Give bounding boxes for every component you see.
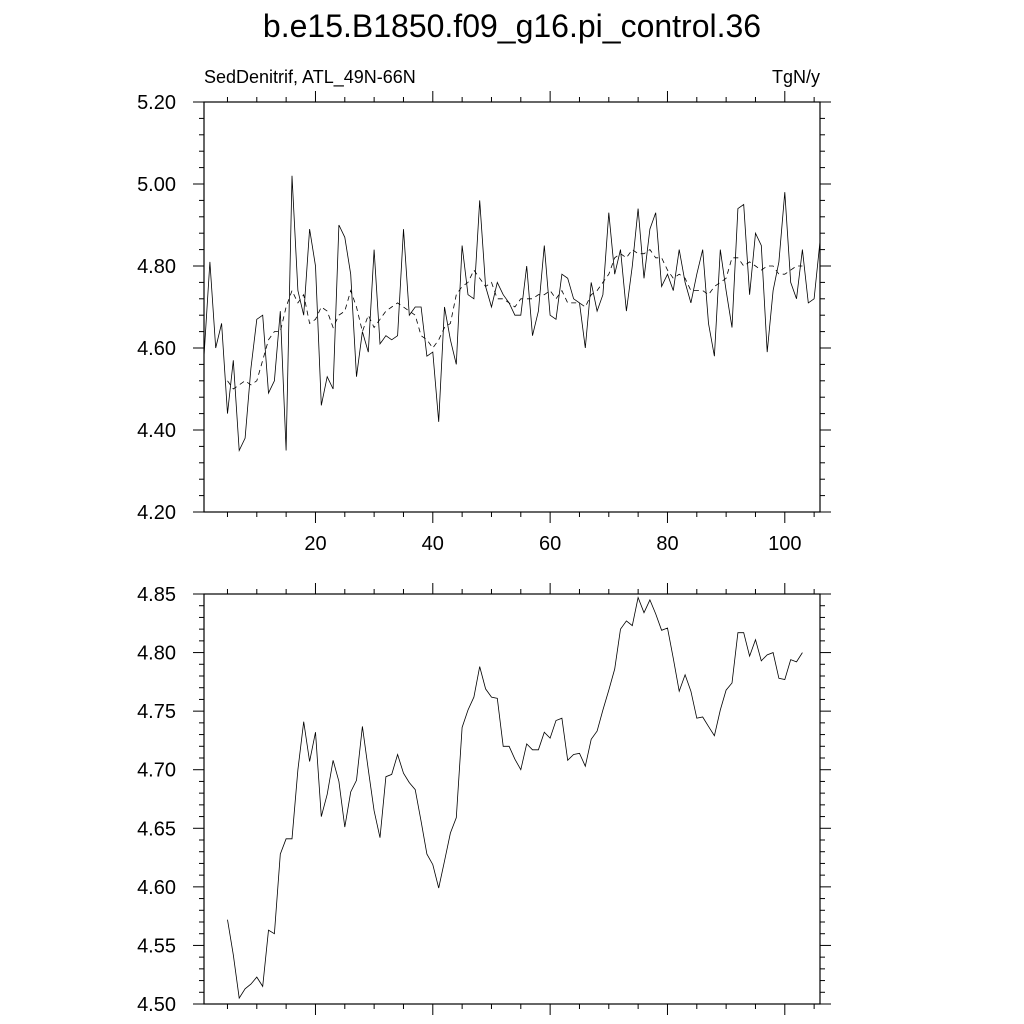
top-y-tick-label: 5.20 [137,92,176,114]
bottom-y-tick-label: 4.55 [137,935,176,957]
figure-title: b.e15.B1850.f09_g16.pi_control.36 [263,8,761,44]
top-y-tick-label: 4.80 [137,256,176,278]
bottom-y-tick-label: 4.65 [137,818,176,840]
top-x-tick-label: 60 [539,533,561,555]
top-y-tick-label: 4.60 [137,338,176,360]
bottom-y-tick-label: 4.75 [137,701,176,723]
top-x-tick-label: 80 [656,533,678,555]
bottom-y-tick-label: 4.85 [137,584,176,606]
top-x-tick-label: 100 [768,533,801,555]
top-panel-units-label: TgN/y [772,67,820,87]
top-panel: 20 40 60 80 100 4.20 4.40 4.60 4.80 5.00 5.20 [137,91,831,555]
top-y-tick-label: 5.00 [137,174,176,196]
bottom-plot-frame [203,593,821,1005]
top-panel-variable-label: SedDenitrif, ATL_49N-66N [204,67,416,88]
top-x-tick-label: 20 [304,533,326,555]
bottom-series-solid-line [227,596,803,1000]
top-plot-frame [203,101,821,513]
bottom-y-tick-label: 4.50 [137,994,176,1016]
bottom-y-tick-label: 4.80 [137,643,176,665]
top-series-solid-line [203,175,821,453]
bottom-panel: 4.50 4.55 4.60 4.65 4.70 4.75 4.80 4.85 [137,583,831,1016]
top-series-dashed-line [227,249,803,390]
top-x-tick-label: 40 [422,533,444,555]
bottom-y-tick-label: 4.70 [137,760,176,782]
top-y-tick-label: 4.40 [137,420,176,442]
top-y-tick-label: 4.20 [137,502,176,524]
bottom-y-tick-label: 4.60 [137,877,176,899]
